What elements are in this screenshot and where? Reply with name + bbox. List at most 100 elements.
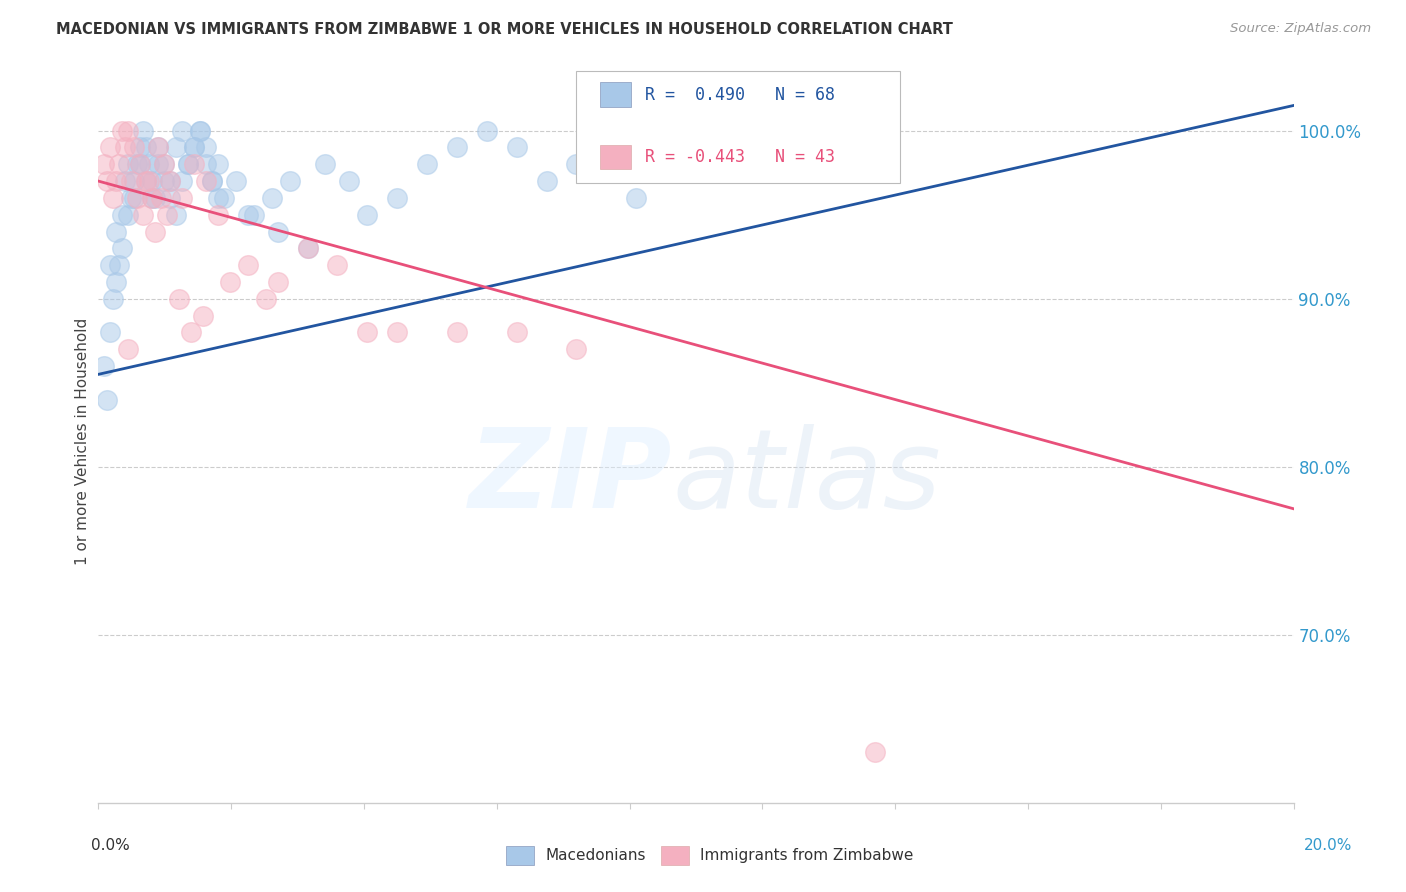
- Point: [195, 140, 218, 154]
- Point: [177, 157, 200, 171]
- Point: [98, 258, 122, 272]
- Point: [865, 745, 887, 759]
- Point: [124, 140, 146, 154]
- Point: [475, 124, 498, 138]
- Point: [188, 124, 211, 138]
- Point: [141, 191, 163, 205]
- Point: [108, 258, 131, 272]
- Point: [385, 326, 409, 340]
- Point: [339, 174, 361, 188]
- Point: [212, 191, 235, 205]
- Point: [260, 191, 283, 205]
- Point: [135, 174, 157, 188]
- Point: [183, 157, 205, 171]
- Point: [195, 157, 218, 171]
- Point: [159, 191, 181, 205]
- Point: [195, 174, 218, 188]
- Point: [172, 124, 194, 138]
- Point: [103, 292, 125, 306]
- Point: [156, 208, 179, 222]
- Point: [356, 208, 378, 222]
- Text: R =  0.490   N = 68: R = 0.490 N = 68: [645, 86, 835, 103]
- Point: [138, 174, 160, 188]
- Point: [117, 208, 139, 222]
- Point: [143, 225, 166, 239]
- Point: [105, 275, 128, 289]
- Point: [297, 241, 319, 255]
- Point: [135, 140, 157, 154]
- Point: [243, 208, 266, 222]
- Point: [96, 174, 118, 188]
- Point: [191, 309, 214, 323]
- Point: [159, 174, 181, 188]
- Point: [98, 326, 122, 340]
- Point: [207, 208, 229, 222]
- Point: [219, 275, 242, 289]
- Point: [225, 174, 247, 188]
- Point: [105, 225, 128, 239]
- Text: atlas: atlas: [672, 425, 941, 531]
- Point: [111, 208, 134, 222]
- Point: [120, 174, 142, 188]
- Point: [183, 140, 205, 154]
- Point: [267, 225, 290, 239]
- Point: [188, 124, 211, 138]
- Point: [416, 157, 439, 171]
- Point: [132, 208, 155, 222]
- Point: [565, 157, 588, 171]
- Point: [180, 326, 202, 340]
- Point: [207, 191, 229, 205]
- Point: [96, 392, 118, 407]
- Point: [183, 140, 205, 154]
- Y-axis label: 1 or more Vehicles in Household: 1 or more Vehicles in Household: [75, 318, 90, 566]
- Point: [159, 174, 181, 188]
- Point: [105, 174, 128, 188]
- Text: Immigrants from Zimbabwe: Immigrants from Zimbabwe: [700, 848, 914, 863]
- Point: [506, 326, 529, 340]
- Point: [111, 124, 134, 138]
- Point: [536, 174, 558, 188]
- Point: [143, 191, 166, 205]
- Point: [108, 157, 131, 171]
- Point: [103, 191, 125, 205]
- Point: [141, 191, 163, 205]
- Point: [236, 258, 259, 272]
- Text: 0.0%: 0.0%: [91, 838, 131, 854]
- Point: [153, 174, 176, 188]
- Point: [506, 140, 529, 154]
- Point: [267, 275, 290, 289]
- Point: [685, 107, 707, 121]
- Point: [165, 208, 187, 222]
- Text: R = -0.443   N = 43: R = -0.443 N = 43: [645, 148, 835, 166]
- Point: [177, 157, 200, 171]
- Point: [120, 191, 142, 205]
- Point: [124, 191, 146, 205]
- Text: Macedonians: Macedonians: [546, 848, 645, 863]
- Point: [153, 157, 176, 171]
- Text: 20.0%: 20.0%: [1305, 838, 1353, 854]
- Point: [446, 140, 468, 154]
- Point: [565, 342, 588, 356]
- Text: Source: ZipAtlas.com: Source: ZipAtlas.com: [1230, 22, 1371, 36]
- Point: [98, 140, 122, 154]
- Point: [135, 174, 157, 188]
- Point: [172, 191, 194, 205]
- Point: [207, 157, 229, 171]
- Point: [148, 140, 170, 154]
- Point: [626, 191, 648, 205]
- Point: [138, 157, 160, 171]
- Point: [127, 157, 149, 171]
- Point: [93, 359, 115, 373]
- Text: ZIP: ZIP: [468, 425, 672, 531]
- Point: [385, 191, 409, 205]
- Point: [132, 124, 155, 138]
- Point: [93, 157, 115, 171]
- Point: [236, 208, 259, 222]
- Point: [129, 157, 152, 171]
- Point: [172, 174, 194, 188]
- Point: [201, 174, 224, 188]
- Point: [117, 342, 139, 356]
- Point: [150, 191, 173, 205]
- Point: [165, 140, 187, 154]
- Point: [148, 157, 170, 171]
